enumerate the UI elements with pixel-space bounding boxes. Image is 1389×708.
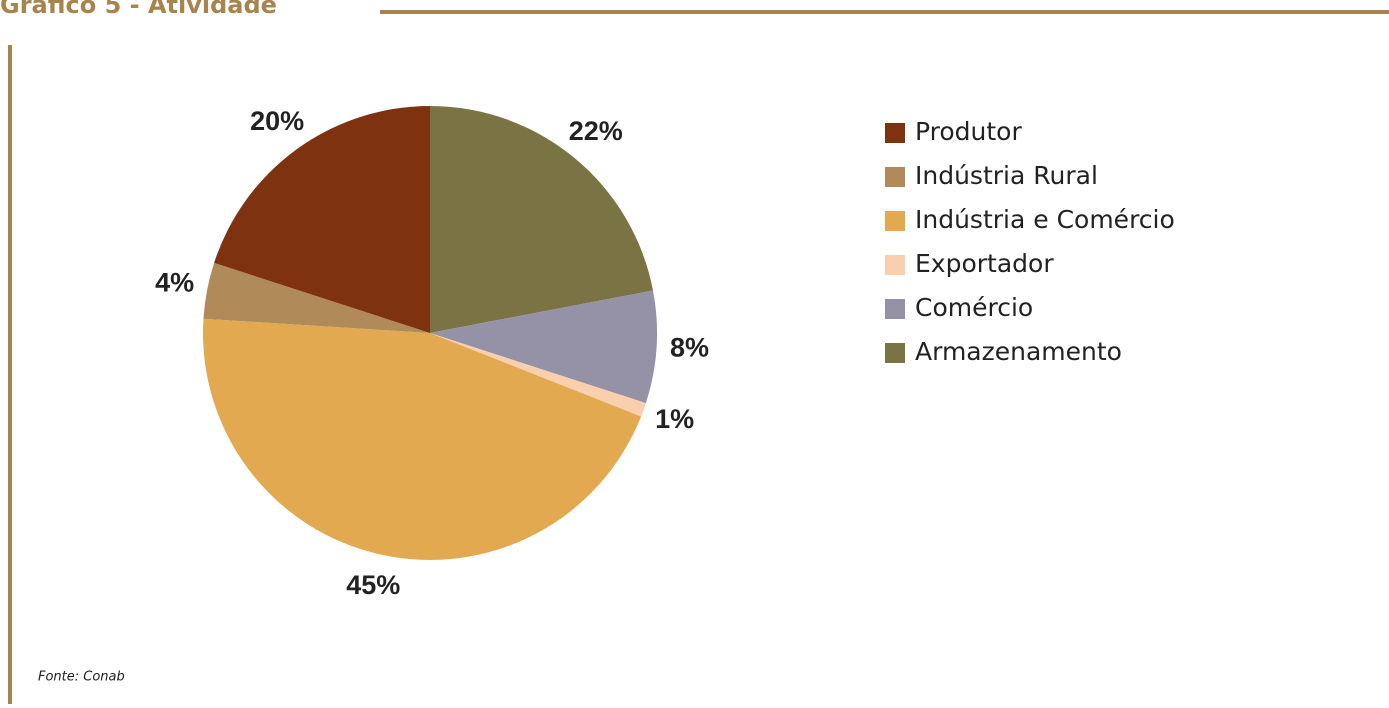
legend-label: Exportador	[915, 249, 1054, 278]
legend-swatch	[885, 211, 905, 231]
slice-label: 45%	[346, 570, 400, 600]
legend-swatch	[885, 167, 905, 187]
slice-label: 4%	[155, 267, 194, 297]
legend-swatch	[885, 299, 905, 319]
slice-label: 22%	[569, 116, 623, 146]
legend-swatch	[885, 123, 905, 143]
legend-swatch	[885, 255, 905, 275]
pie-slice	[430, 290, 657, 404]
source: Fonte: Conab	[38, 670, 125, 685]
legend-label: Comércio	[915, 293, 1033, 322]
slice-label: 1%	[655, 404, 694, 434]
pie-slice	[203, 318, 642, 560]
legend-swatch	[885, 343, 905, 363]
pie-slice	[214, 106, 430, 333]
legend-label: Indústria e Comércio	[915, 205, 1175, 234]
slice-label: 20%	[250, 106, 304, 136]
chart-title: Gráfico 5 - Atividade	[0, 0, 277, 19]
legend-label: Armazenamento	[915, 337, 1122, 366]
pie-slice	[430, 106, 653, 333]
pie-slice	[430, 333, 646, 417]
slice-label: 8%	[670, 332, 709, 362]
pie-slice	[203, 262, 430, 333]
legend-label: Produtor	[915, 117, 1022, 146]
legend-label: Indústria Rural	[915, 161, 1098, 190]
